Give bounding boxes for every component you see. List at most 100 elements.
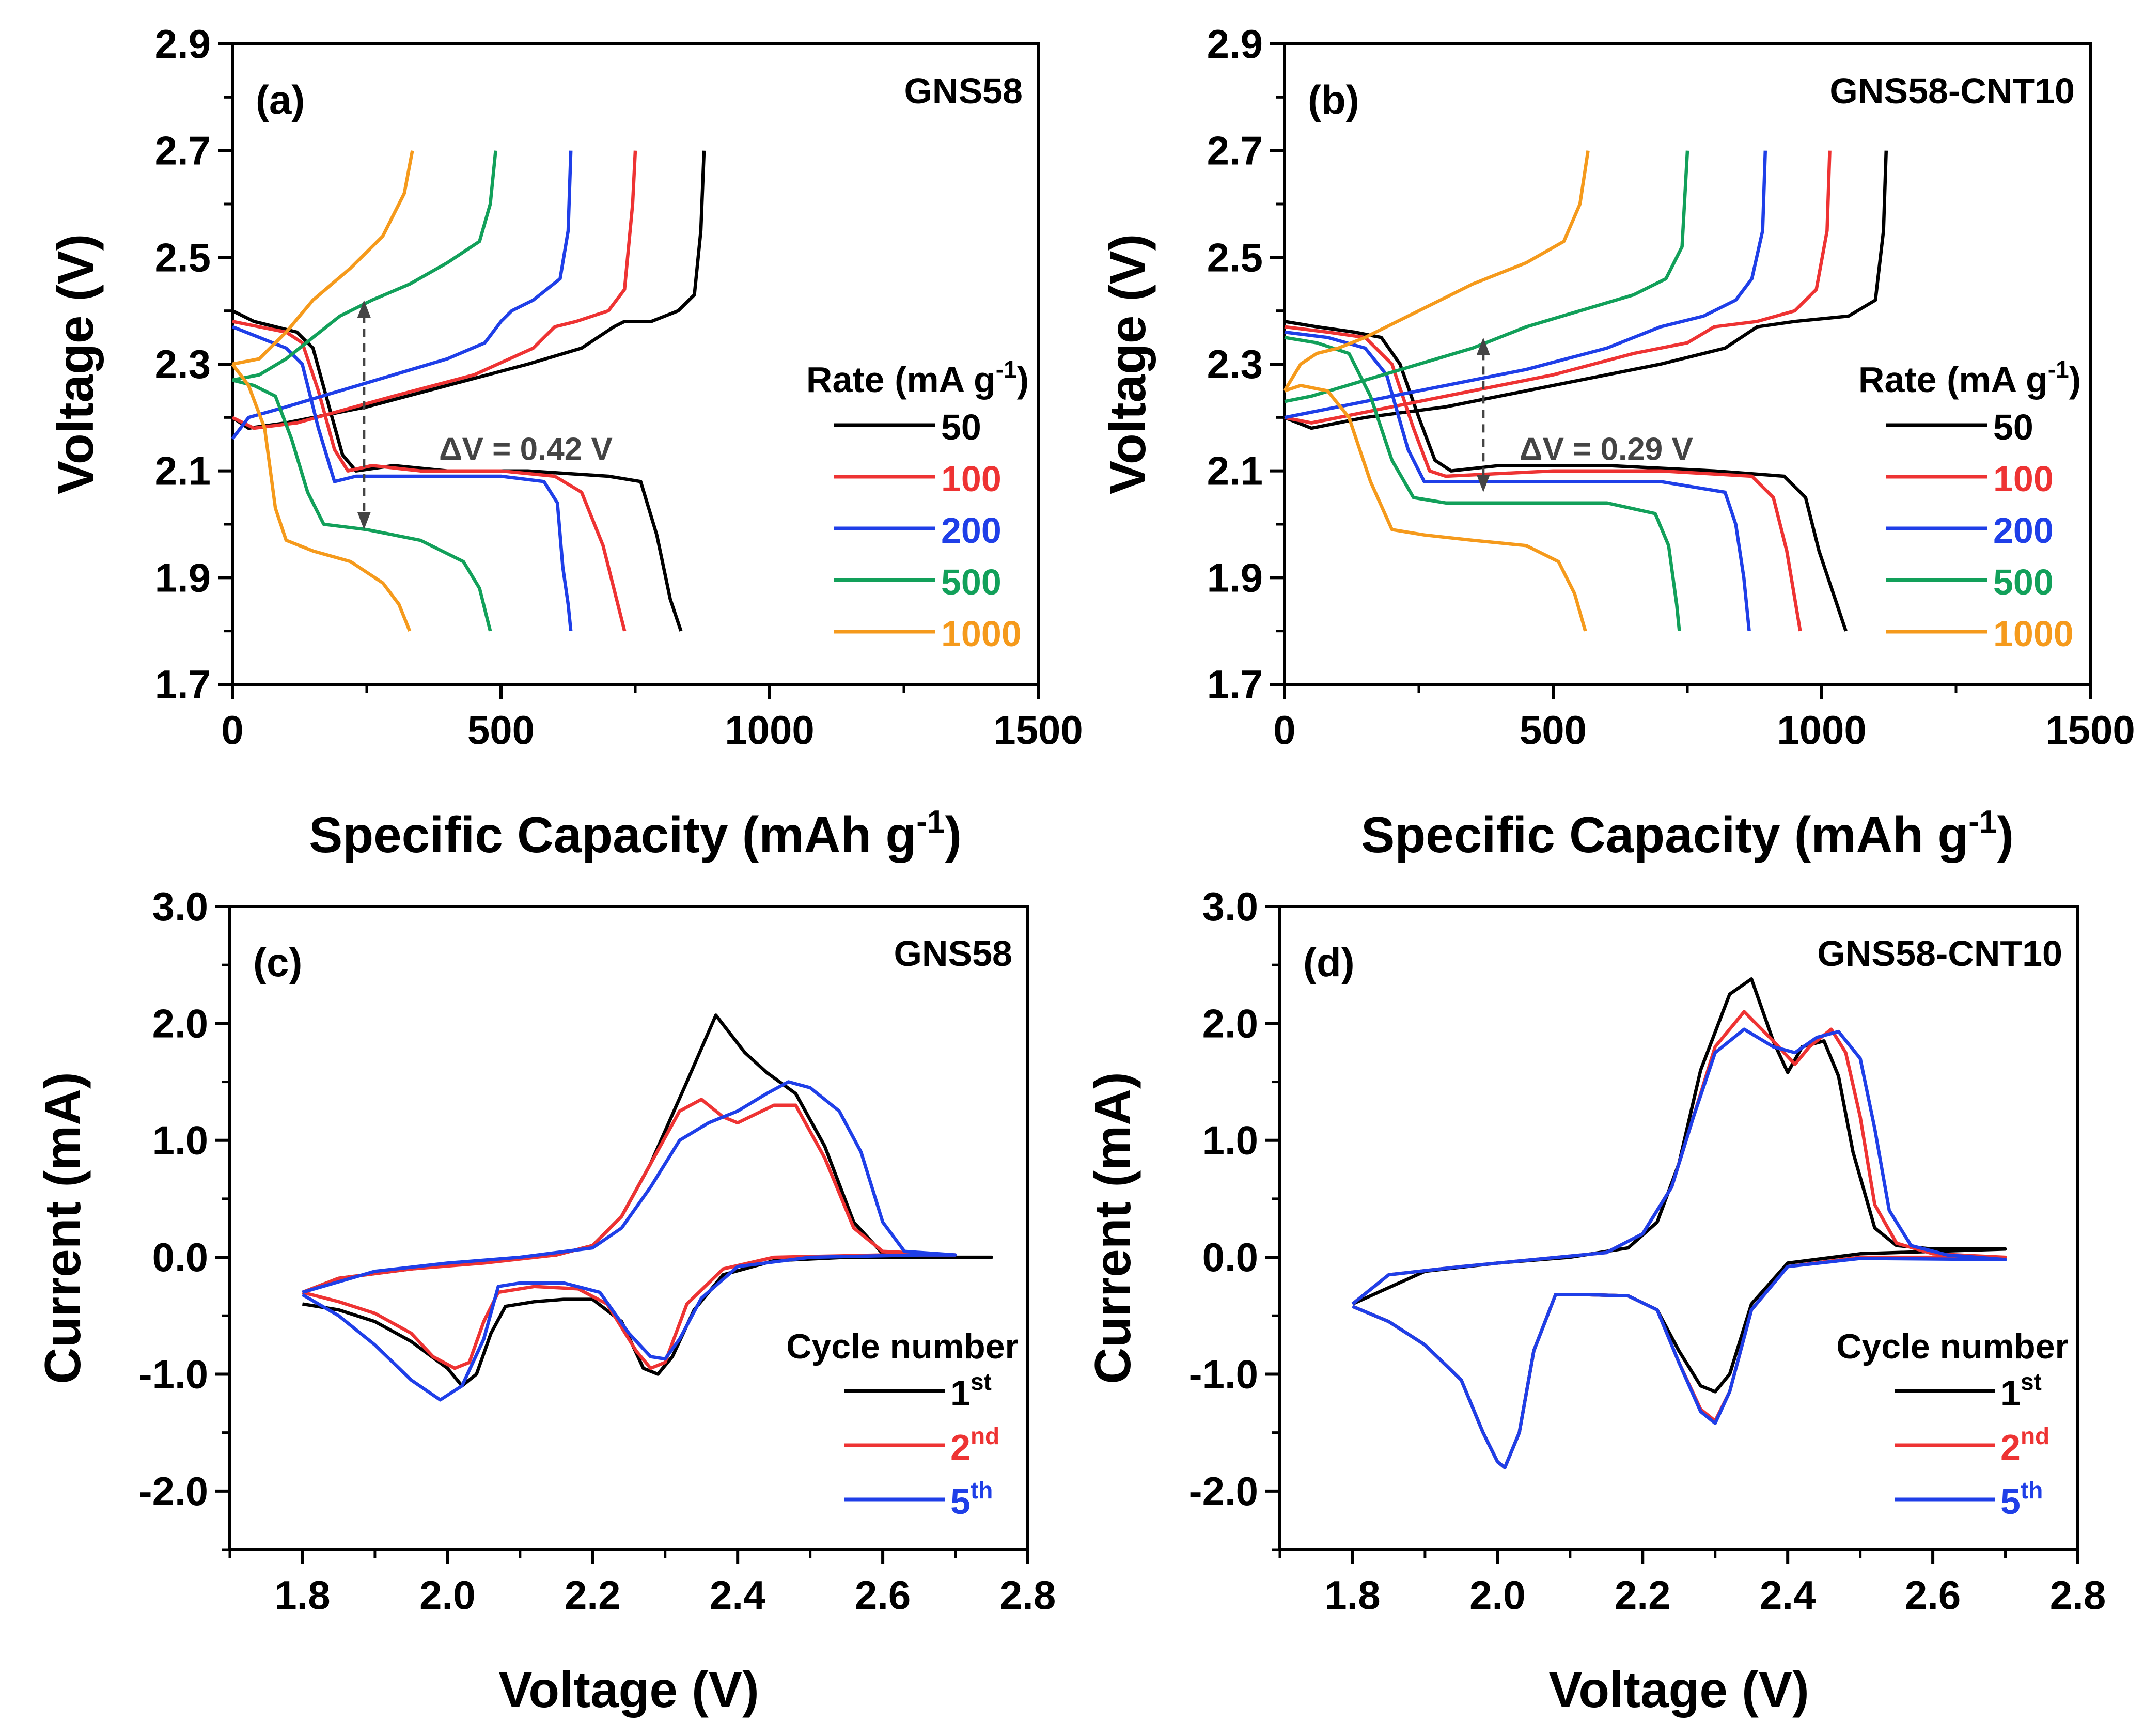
x-tick-label-c: 2.2 xyxy=(565,1572,620,1618)
legend-title-end-b: ) xyxy=(2069,359,2081,400)
x-tick-label-d: 2.8 xyxy=(2050,1572,2106,1618)
y-tick-label-c: 2.0 xyxy=(152,1000,208,1046)
legend-label-sup-c-1: st xyxy=(971,1368,992,1395)
y-tick-label-c: 1.0 xyxy=(152,1118,208,1163)
legend-title-text-b: Rate (mA g xyxy=(1858,359,2048,400)
y-tick-label-a: 1.9 xyxy=(155,555,211,600)
y-tick-label-d: 2.0 xyxy=(1202,1000,1258,1046)
x-axis-label-a: Specific Capacity (mAh g-1) xyxy=(309,804,962,863)
x-tick-label-b: 1500 xyxy=(2045,707,2135,753)
sample-label-a: GNS58 xyxy=(904,71,1023,111)
legend-label-d-1: 1st xyxy=(2000,1368,2042,1413)
plot-frame-d xyxy=(1278,905,2079,1551)
legend-label-b-500: 500 xyxy=(1993,562,2054,602)
y-tick-label-a: 2.3 xyxy=(155,341,211,387)
x-axis-label-text-d: Voltage (V) xyxy=(1548,1661,1809,1718)
x-axis-label-d: Voltage (V) xyxy=(1548,1661,1809,1718)
y-tick-label-b: 1.9 xyxy=(1207,555,1263,600)
legend-label-b-200: 200 xyxy=(1993,510,2054,551)
y-tick-label-a: 2.1 xyxy=(155,448,211,494)
x-axis-label-end-b: ) xyxy=(1997,806,2014,863)
x-tick-label-c: 2.6 xyxy=(855,1572,911,1618)
series-b-100-discharge xyxy=(1284,325,1802,632)
series-c-5-curve xyxy=(301,1080,957,1402)
sample-label-d: GNS58-CNT10 xyxy=(1817,933,2062,974)
x-tick-label-c: 2.4 xyxy=(710,1572,765,1618)
panel-a: 0 500 1000 1500 1.7 1.9 2.1 2.3 2.5 2.7 2.9 Specifi… xyxy=(47,21,1083,863)
legend-label-sup-c-2: nd xyxy=(971,1422,999,1449)
legend-label-text-c-1: 1 xyxy=(950,1373,971,1413)
delta-v-arrowhead-top-a xyxy=(357,300,371,318)
x-tick-label-a: 0 xyxy=(221,707,243,753)
delta-v-arrowhead-top-b xyxy=(1476,337,1490,355)
series-b-200-discharge xyxy=(1284,330,1751,632)
legend-label-c-5: 5th xyxy=(950,1477,993,1522)
series-b-100-charge xyxy=(1284,150,1832,425)
legend-label-c-2: 2nd xyxy=(950,1422,999,1467)
legend-title-a: Rate (mA g-1) xyxy=(806,356,1029,400)
x-axis-label-text-b: Specific Capacity (mAh g xyxy=(1361,806,1968,863)
series-a-50-charge xyxy=(231,150,706,430)
series-b-200-charge xyxy=(1284,150,1767,419)
series-a-200-discharge xyxy=(231,325,573,632)
series-a-500-charge xyxy=(232,150,497,382)
legend-title-text-a: Rate (mA g xyxy=(806,359,996,400)
series-a-500-discharge xyxy=(232,378,492,632)
y-tick-label-d: 0.0 xyxy=(1202,1234,1258,1280)
delta-v-arrowhead-bottom-b xyxy=(1476,475,1490,492)
y-tick-label-a: 2.7 xyxy=(155,128,211,174)
x-axis-label-b: Specific Capacity (mAh g-1) xyxy=(1361,804,2014,863)
y-tick-label-b: 2.3 xyxy=(1207,341,1263,387)
x-tick-label-a: 1000 xyxy=(725,707,815,753)
legend-label-b-100: 100 xyxy=(1993,459,2054,499)
y-tick-label-b: 1.7 xyxy=(1207,662,1263,707)
legend-label-b-50: 50 xyxy=(1993,407,2033,447)
y-tick-label-b: 2.5 xyxy=(1207,234,1263,280)
x-axis-label-text-a: Specific Capacity (mAh g xyxy=(309,806,916,863)
legend-label-sup-d-1: st xyxy=(2021,1368,2042,1395)
y-tick-label-a: 2.5 xyxy=(155,234,211,280)
series-d-5-curve xyxy=(1351,1027,2007,1469)
legend-label-a-1000: 1000 xyxy=(941,614,1022,654)
x-tick-label-a: 500 xyxy=(467,707,535,753)
panel-label-a: (a) xyxy=(256,77,305,122)
series-d-1-curve xyxy=(1352,977,2007,1469)
legend-label-text-d-1: 1 xyxy=(2000,1373,2021,1413)
series-b-1000-charge xyxy=(1283,150,1590,392)
series-a-50-discharge xyxy=(231,309,683,632)
series-b-500-charge xyxy=(1284,150,1689,403)
x-tick-label-d: 2.4 xyxy=(1760,1572,1816,1618)
y-tick-label-b: 2.7 xyxy=(1207,128,1263,174)
x-tick-label-a: 1500 xyxy=(993,707,1083,753)
panel-d: 1.8 2.0 2.2 2.4 2.6 2.8 -2.0 -1.0 0.0 1.0 2.0 3.0 Vo… xyxy=(1084,884,2106,1718)
legend-label-a-500: 500 xyxy=(941,562,1001,602)
panel-label-d: (d) xyxy=(1303,940,1355,985)
legend-label-text-c-2: 2 xyxy=(950,1427,971,1467)
x-axis-label-c: Voltage (V) xyxy=(498,1661,759,1718)
series-b-50-charge xyxy=(1284,150,1888,430)
delta-v-label-b: ΔV = 0.29 V xyxy=(1520,432,1693,467)
delta-v-arrowhead-bottom-a xyxy=(357,512,371,530)
y-axis-label-b: Voltage (V) xyxy=(1099,234,1156,495)
y-axis-label-d: Current (mA) xyxy=(1084,1072,1141,1384)
series-a-1000-charge xyxy=(232,150,414,366)
legend-label-c-1: 1st xyxy=(950,1368,992,1413)
y-tick-label-d: 1.0 xyxy=(1202,1118,1258,1163)
legend-label-a-50: 50 xyxy=(941,407,981,447)
series-a-100-discharge xyxy=(232,320,627,632)
legend-title-end-a: ) xyxy=(1017,359,1029,400)
x-tick-label-d: 2.0 xyxy=(1469,1572,1525,1618)
legend-label-d-5: 5th xyxy=(2000,1477,2043,1522)
legend-label-sup-d-5: th xyxy=(2021,1477,2043,1504)
series-a-200-charge xyxy=(231,150,573,440)
legend-label-sup-d-2: nd xyxy=(2021,1422,2049,1449)
x-tick-label-c: 2.8 xyxy=(1000,1572,1056,1618)
x-axis-label-sup-a: -1 xyxy=(916,804,945,840)
legend-label-sup-c-5: th xyxy=(971,1477,993,1504)
legend-label-a-100: 100 xyxy=(941,459,1001,499)
x-tick-label-c: 2.0 xyxy=(419,1572,475,1618)
delta-v-label-a: ΔV = 0.42 V xyxy=(439,432,613,467)
legend-label-text-c-5: 5 xyxy=(950,1481,971,1522)
legend-title-d: Cycle number xyxy=(1836,1327,2069,1366)
